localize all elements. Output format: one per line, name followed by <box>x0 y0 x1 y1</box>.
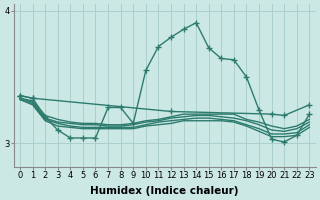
X-axis label: Humidex (Indice chaleur): Humidex (Indice chaleur) <box>91 186 239 196</box>
